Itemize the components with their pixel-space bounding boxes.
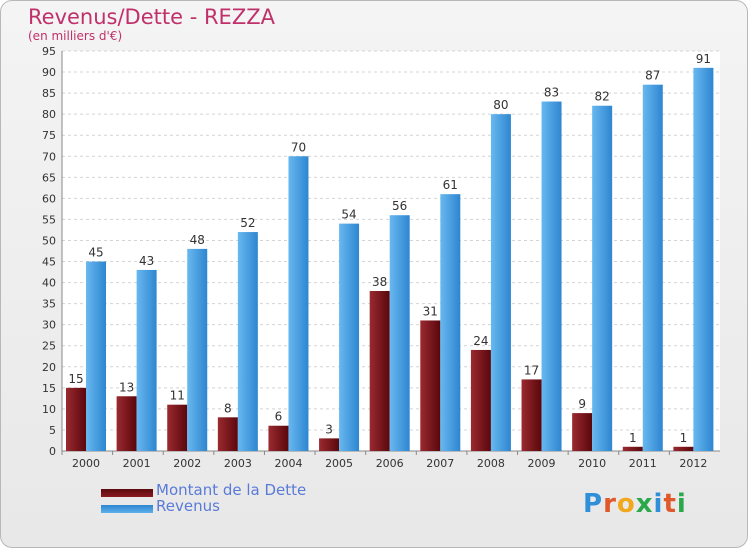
bar-debt bbox=[319, 438, 340, 451]
y-tick-label: 75 bbox=[42, 129, 56, 142]
data-label-debt: 13 bbox=[119, 380, 134, 394]
data-label-revenue: 80 bbox=[493, 98, 508, 112]
data-label-debt: 15 bbox=[68, 372, 83, 386]
legend-swatch-debt bbox=[101, 489, 153, 497]
bar-debt bbox=[268, 425, 289, 451]
data-label-revenue: 56 bbox=[392, 199, 407, 213]
data-label-revenue: 43 bbox=[139, 254, 154, 268]
bar-revenue bbox=[136, 269, 157, 451]
y-tick-label: 90 bbox=[42, 66, 56, 79]
x-tick-label: 2007 bbox=[426, 457, 454, 470]
bar-chart: 0510152025303540455055606570758085909515… bbox=[42, 45, 720, 470]
data-label-revenue: 87 bbox=[645, 69, 660, 83]
y-tick-label: 85 bbox=[42, 87, 56, 100]
legend-swatch-revenue bbox=[101, 505, 153, 513]
bar-revenue bbox=[642, 84, 663, 452]
bar-debt bbox=[521, 379, 542, 451]
x-tick-label: 2003 bbox=[224, 457, 252, 470]
data-label-revenue: 82 bbox=[595, 90, 610, 104]
bar-revenue bbox=[237, 232, 258, 451]
y-tick-label: 40 bbox=[42, 277, 56, 290]
bar-revenue bbox=[187, 248, 208, 451]
y-tick-label: 5 bbox=[49, 424, 56, 437]
data-label-debt: 1 bbox=[629, 431, 637, 445]
y-tick-label: 50 bbox=[42, 234, 56, 247]
bar-debt bbox=[572, 413, 593, 451]
legend-label-revenue: Revenus bbox=[156, 497, 220, 515]
bar-debt bbox=[470, 349, 491, 451]
data-label-debt: 9 bbox=[578, 397, 586, 411]
data-label-debt: 1 bbox=[680, 431, 688, 445]
data-label-revenue: 83 bbox=[544, 86, 559, 100]
bar-revenue bbox=[86, 261, 106, 451]
x-tick-label: 2005 bbox=[325, 457, 353, 470]
y-tick-label: 70 bbox=[42, 150, 56, 163]
x-tick-label: 2004 bbox=[274, 457, 302, 470]
x-tick-label: 2008 bbox=[477, 457, 505, 470]
bar-revenue bbox=[288, 156, 309, 451]
data-label-revenue: 61 bbox=[443, 178, 458, 192]
bar-debt bbox=[673, 446, 694, 451]
bar-revenue bbox=[592, 105, 613, 451]
x-tick-label: 2002 bbox=[173, 457, 201, 470]
data-label-revenue: 45 bbox=[88, 246, 103, 260]
x-tick-label: 2006 bbox=[376, 457, 404, 470]
data-label-debt: 6 bbox=[275, 410, 283, 424]
x-tick-label: 2009 bbox=[528, 457, 556, 470]
bar-debt bbox=[420, 320, 441, 451]
bar-revenue bbox=[389, 215, 410, 451]
y-tick-label: 15 bbox=[42, 382, 56, 395]
data-label-revenue: 91 bbox=[696, 52, 711, 66]
chart-subtitle: (en milliers d'€) bbox=[28, 29, 123, 43]
x-tick-label: 2010 bbox=[578, 457, 606, 470]
chart-title: Revenus/Dette - REZZA bbox=[28, 5, 275, 29]
data-label-debt: 38 bbox=[372, 275, 387, 289]
bar-revenue bbox=[440, 194, 461, 451]
bar-debt bbox=[66, 387, 86, 451]
bar-debt bbox=[167, 404, 188, 451]
data-label-debt: 3 bbox=[325, 422, 333, 436]
y-tick-label: 10 bbox=[42, 403, 56, 416]
data-label-debt: 11 bbox=[170, 389, 185, 403]
x-tick-label: 2012 bbox=[679, 457, 707, 470]
data-label-revenue: 54 bbox=[341, 208, 356, 222]
data-label-revenue: 70 bbox=[291, 140, 306, 154]
y-tick-label: 20 bbox=[42, 361, 56, 374]
y-tick-label: 0 bbox=[49, 445, 56, 458]
y-tick-label: 95 bbox=[42, 45, 56, 58]
bar-revenue bbox=[490, 114, 511, 451]
data-label-debt: 8 bbox=[224, 401, 232, 415]
x-tick-label: 2000 bbox=[72, 457, 100, 470]
bar-revenue bbox=[693, 67, 714, 451]
data-label-debt: 24 bbox=[473, 334, 488, 348]
data-label-debt: 17 bbox=[524, 363, 539, 377]
y-tick-label: 55 bbox=[42, 213, 56, 226]
bar-revenue bbox=[541, 101, 562, 452]
bar-debt bbox=[217, 417, 238, 451]
bar-revenue bbox=[339, 223, 360, 451]
y-tick-label: 45 bbox=[42, 256, 56, 269]
proxiti-logo: Proxiti bbox=[583, 489, 687, 519]
bar-debt bbox=[622, 446, 643, 451]
x-tick-label: 2001 bbox=[123, 457, 151, 470]
bar-debt bbox=[116, 396, 137, 451]
data-label-revenue: 48 bbox=[190, 233, 205, 247]
y-tick-label: 25 bbox=[42, 340, 56, 353]
y-tick-label: 30 bbox=[42, 319, 56, 332]
y-tick-label: 65 bbox=[42, 171, 56, 184]
y-tick-label: 60 bbox=[42, 192, 56, 205]
data-label-revenue: 52 bbox=[240, 216, 255, 230]
bar-debt bbox=[369, 291, 390, 451]
legend-label-debt: Montant de la Dette bbox=[156, 481, 307, 499]
x-tick-label: 2011 bbox=[629, 457, 657, 470]
y-tick-label: 35 bbox=[42, 298, 56, 311]
y-tick-label: 80 bbox=[42, 108, 56, 121]
data-label-debt: 31 bbox=[423, 304, 438, 318]
